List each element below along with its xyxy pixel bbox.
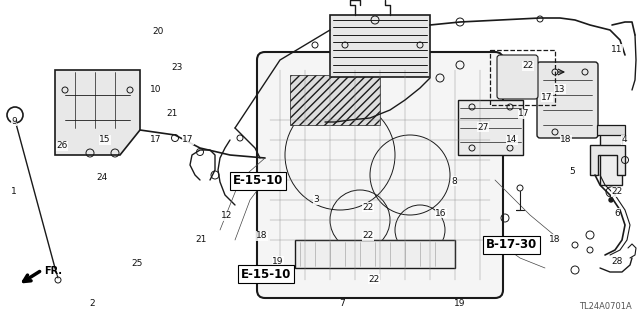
Text: 18: 18 (560, 136, 572, 145)
Text: 17: 17 (541, 93, 553, 101)
Text: 4: 4 (621, 136, 627, 145)
Text: 22: 22 (362, 203, 374, 211)
Text: 2: 2 (89, 300, 95, 308)
Text: 10: 10 (150, 85, 162, 93)
Text: 19: 19 (454, 300, 466, 308)
Bar (597, 125, 625, 135)
Bar (330, 15, 430, 77)
Text: 11: 11 (611, 44, 623, 54)
Text: 17: 17 (518, 109, 530, 118)
Text: E-15-10: E-15-10 (233, 174, 284, 188)
Text: 13: 13 (554, 85, 566, 93)
Bar (295, 240, 455, 268)
Text: 25: 25 (131, 259, 143, 269)
Bar (600, 130, 622, 185)
Text: 20: 20 (152, 26, 164, 35)
Text: 18: 18 (549, 234, 561, 243)
Text: 27: 27 (477, 122, 489, 131)
Text: 6: 6 (614, 209, 620, 218)
Text: 22: 22 (522, 62, 534, 70)
Circle shape (609, 198, 613, 202)
Text: E-15-10: E-15-10 (241, 268, 291, 280)
Text: 18: 18 (256, 232, 268, 241)
Text: 17: 17 (150, 136, 162, 145)
Text: 7: 7 (339, 300, 345, 308)
Text: 22: 22 (369, 275, 380, 284)
Text: 17: 17 (182, 136, 194, 145)
Text: 28: 28 (611, 256, 623, 265)
Text: 24: 24 (97, 174, 108, 182)
Text: 3: 3 (313, 196, 319, 204)
Text: 22: 22 (362, 232, 374, 241)
Text: 8: 8 (451, 176, 457, 186)
Text: 1: 1 (11, 187, 17, 196)
FancyBboxPatch shape (537, 62, 598, 138)
Text: 23: 23 (172, 63, 182, 72)
Text: 26: 26 (56, 142, 68, 151)
FancyBboxPatch shape (257, 52, 503, 298)
FancyBboxPatch shape (497, 55, 538, 99)
Text: 15: 15 (99, 136, 111, 145)
Bar (490, 50, 555, 105)
Text: 19: 19 (272, 256, 284, 265)
Text: TL24A0701A: TL24A0701A (579, 302, 632, 311)
Bar (290, 75, 380, 125)
Text: B-17-30: B-17-30 (486, 239, 537, 251)
Text: 12: 12 (221, 211, 233, 220)
Text: 21: 21 (195, 234, 207, 243)
Text: 22: 22 (611, 188, 623, 197)
Text: 14: 14 (506, 136, 518, 145)
Text: 16: 16 (435, 209, 447, 218)
Polygon shape (55, 70, 140, 155)
Polygon shape (590, 145, 625, 175)
Text: 9: 9 (11, 116, 17, 125)
Text: FR.: FR. (44, 266, 62, 276)
Text: 5: 5 (569, 167, 575, 176)
Bar (458, 100, 523, 155)
Text: 21: 21 (166, 109, 178, 118)
